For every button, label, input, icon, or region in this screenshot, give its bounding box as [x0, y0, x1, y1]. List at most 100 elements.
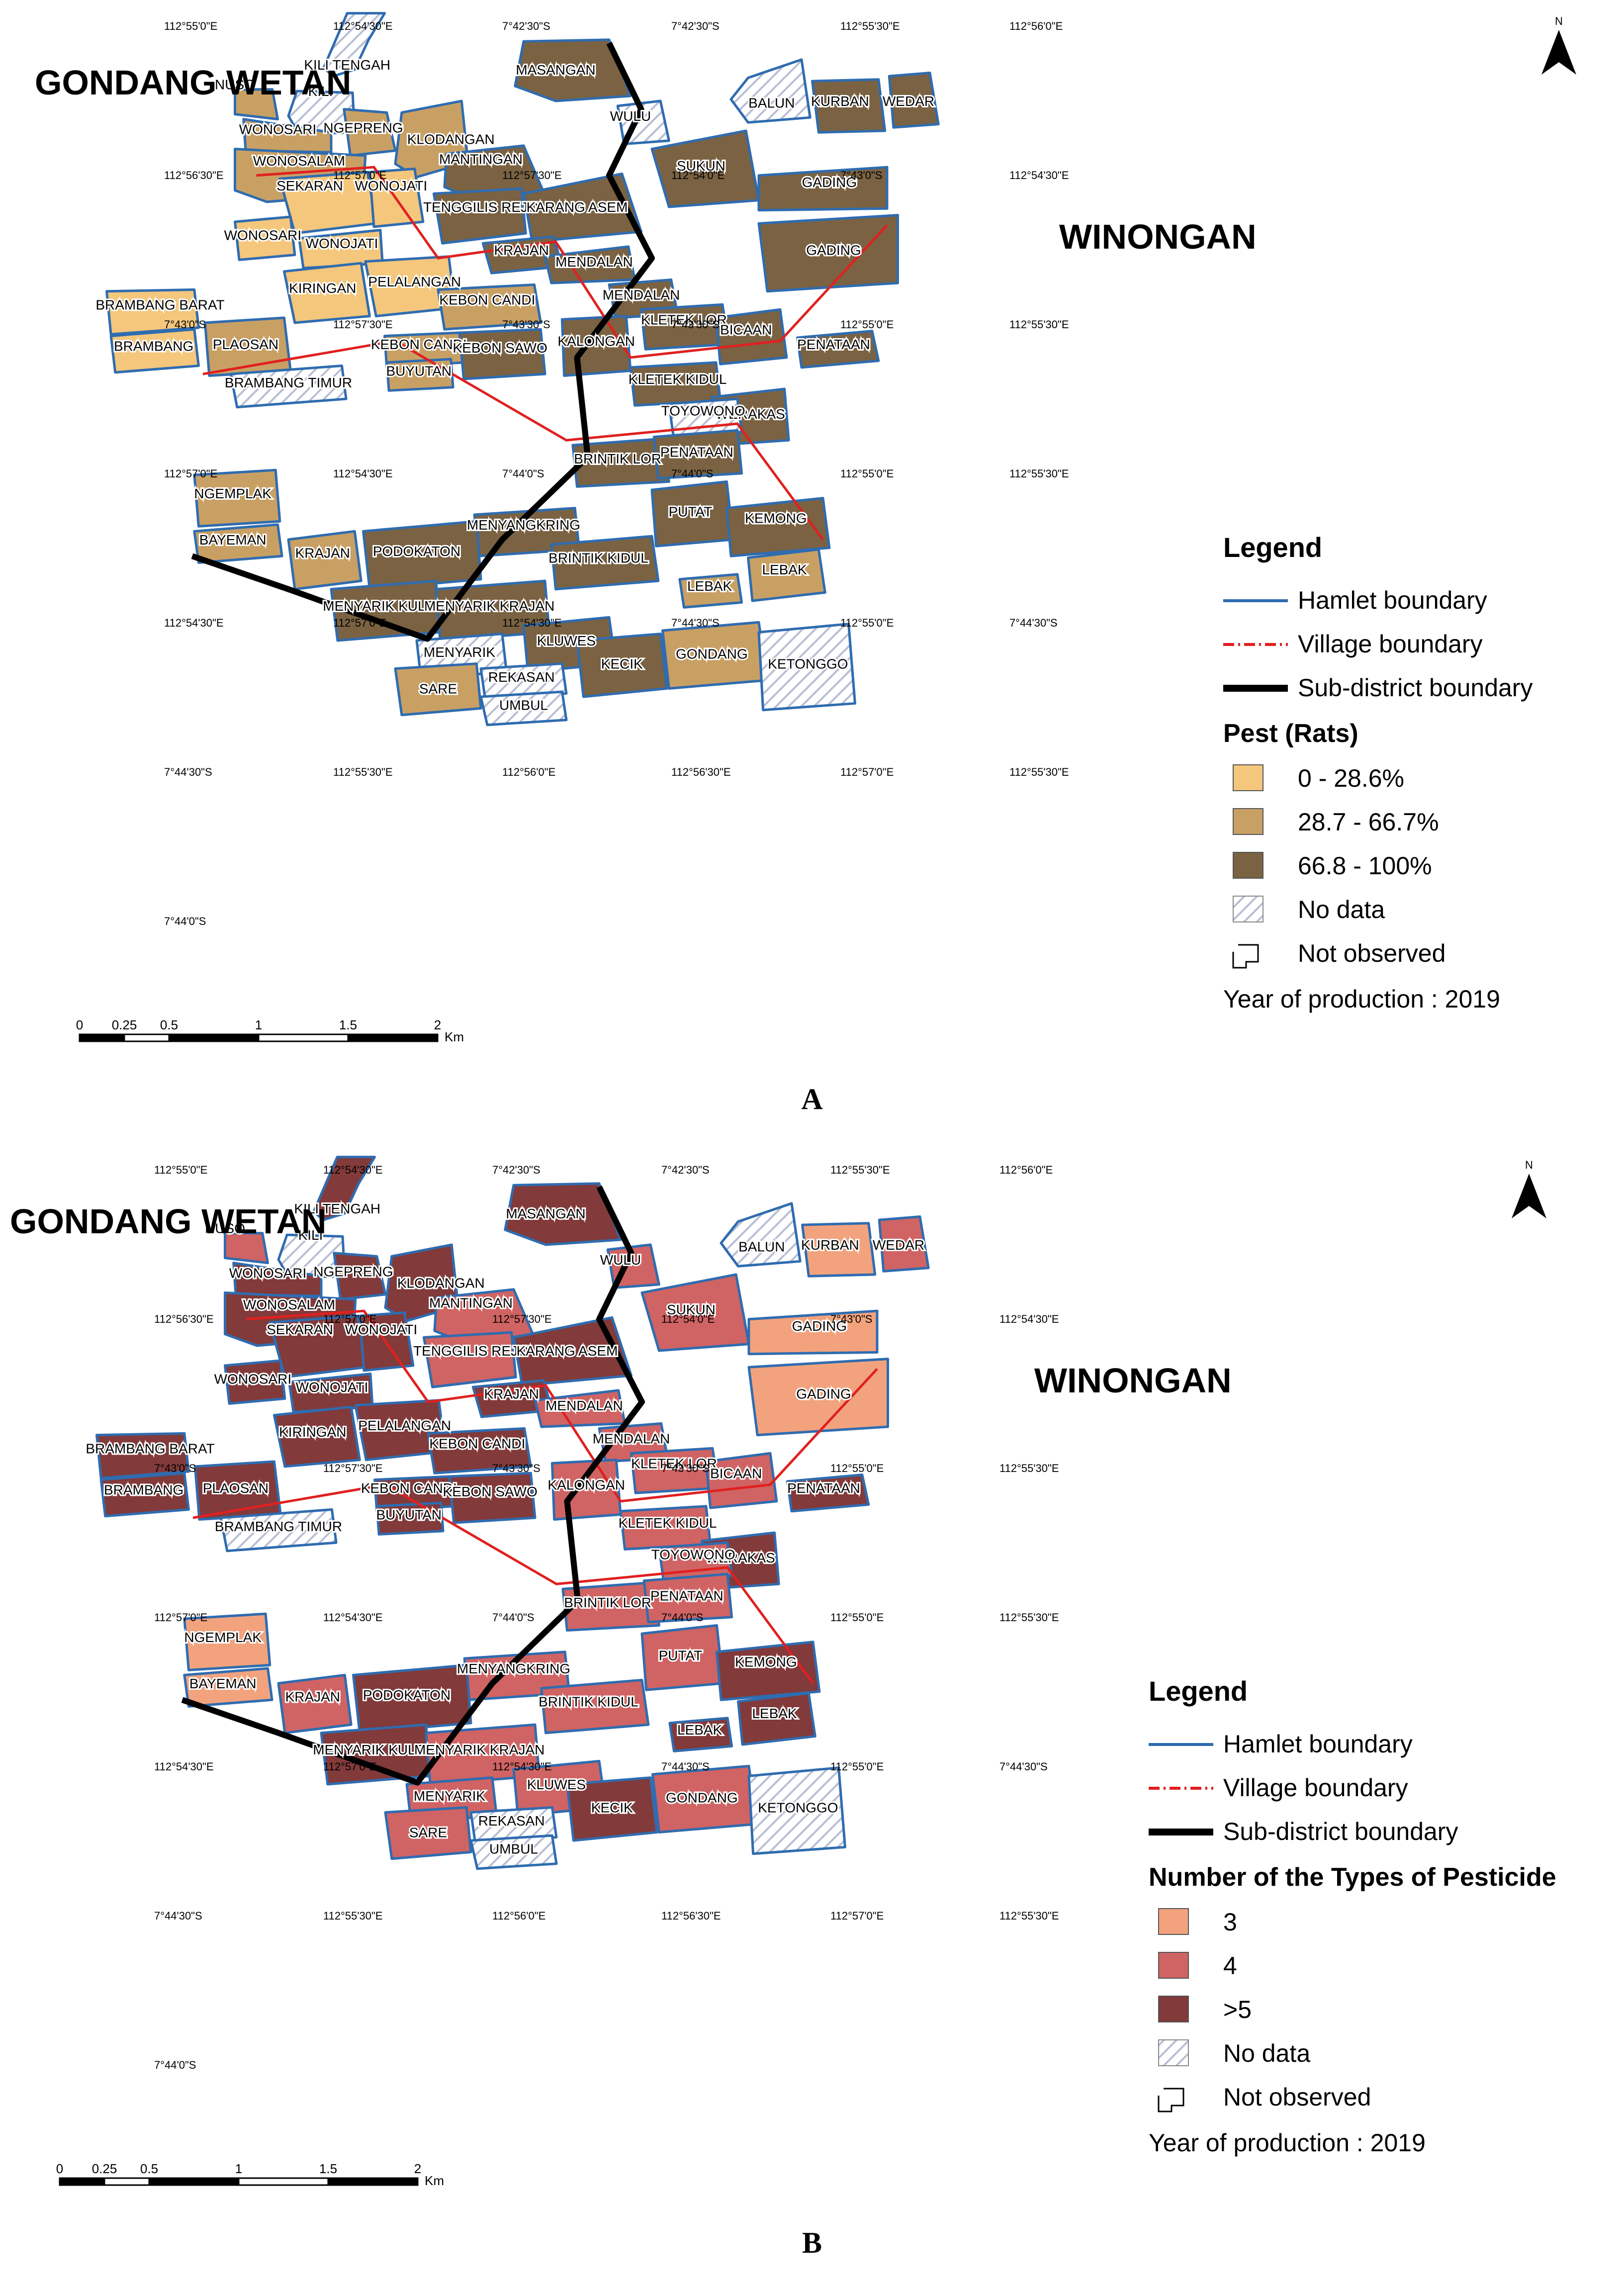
- north-arrow-icon: N: [1512, 1159, 1546, 1218]
- legend: Legend Hamlet boundary Village boundary Sub…: [1149, 1675, 1556, 2157]
- coordinate-label: 112°56'0"E: [492, 1910, 545, 1922]
- scale-tick-label: 1: [235, 2161, 242, 2176]
- village-area: [720, 1202, 802, 1268]
- village-label: KEBON CANDI: [361, 1480, 457, 1496]
- village-label: KLUWES: [537, 633, 596, 648]
- village-label: UMBUL: [489, 1841, 538, 1857]
- coordinate-label: 112°55'30"E: [999, 1910, 1059, 1922]
- village-area: [109, 328, 200, 374]
- coordinate-label: 112°54'30"E: [323, 1164, 383, 1176]
- village-area: [550, 535, 660, 591]
- village-label: MENDALAN: [603, 287, 680, 302]
- village-label: KETONGGO: [768, 656, 848, 672]
- village-label: BRINTIK LOR: [574, 451, 661, 466]
- class-swatch: [1233, 764, 1263, 791]
- village-label: TENGGILIS REJO: [423, 199, 539, 215]
- coordinate-label: 112°54'30"E: [333, 467, 393, 480]
- village-area: [811, 78, 887, 134]
- village-label: GADING: [796, 1386, 851, 1402]
- coordinate-label: 112°57'30"E: [323, 1462, 383, 1474]
- coordinate-label: 7°44'0"S: [164, 915, 206, 927]
- coordinate-label: 112°55'0"E: [840, 318, 894, 331]
- coordinate-label: 7°42'30"S: [502, 20, 550, 32]
- coordinate-label: 112°57'0"E: [154, 1611, 207, 1624]
- village-label: KEMONG: [735, 1654, 797, 1670]
- coordinate-label: 7°44'30"S: [1009, 617, 1058, 629]
- village-label: SEKARAN: [276, 178, 343, 193]
- legend-year: Year of production : 2019: [1223, 985, 1500, 1013]
- village-area: [234, 215, 296, 262]
- scale-tick-label: 0: [56, 2161, 63, 2176]
- village-label: WONOSARI: [229, 1266, 307, 1281]
- village-label: MENDALAN: [593, 1431, 670, 1446]
- village-label: MENYARIK: [424, 644, 495, 660]
- village-area: [801, 1222, 877, 1278]
- coordinate-label: 112°54'30"E: [333, 20, 393, 32]
- village-label: KEBON CANDI: [439, 292, 535, 307]
- scale-tick-label: 1: [255, 1017, 262, 1032]
- village-label: WERAKAS: [716, 406, 785, 422]
- village-label: GONDANG: [676, 646, 748, 662]
- village-label: TOYOWONO: [661, 403, 745, 418]
- panel-letter: A: [801, 1083, 822, 1115]
- village-label: LEBAK: [752, 1706, 797, 1721]
- village-label: BALUN: [748, 95, 795, 110]
- village-area: [272, 1405, 361, 1468]
- village-area: [287, 530, 362, 591]
- village-label: BRAMBANG BARAT: [86, 1441, 214, 1456]
- coordinate-label: 7°43'30"S: [661, 1462, 710, 1474]
- village-label: BRINTIK KIDUL: [539, 1694, 638, 1710]
- village-area: [362, 520, 482, 591]
- village-area: [352, 1663, 472, 1735]
- coordinate-label: 112°55'30"E: [999, 1611, 1059, 1624]
- village-area: [232, 1262, 323, 1297]
- village-area: [394, 662, 482, 717]
- village-label: MENYARIK KRAJAN: [424, 598, 554, 614]
- village-label: KURBAN: [811, 93, 869, 109]
- legend-no-data: No data: [1223, 2039, 1310, 2067]
- village-label: NGEPRENG: [313, 1264, 393, 1279]
- coordinate-label: 112°55'0"E: [830, 1611, 884, 1624]
- village-label: WONOJATI: [296, 1379, 368, 1395]
- village-label: KEBON SAWO: [443, 1484, 538, 1499]
- coordinate-label: 112°55'0"E: [154, 1164, 207, 1176]
- village-label: PODOKATON: [363, 1687, 451, 1703]
- village-area: [796, 330, 880, 369]
- coordinate-label: 7°43'30"S: [502, 318, 550, 331]
- village-area: [277, 1673, 353, 1735]
- village-area: [105, 288, 200, 336]
- coordinate-label: 7°44'30"S: [154, 1910, 202, 1922]
- village-area: [193, 523, 283, 564]
- village-label: KEBON CANDI: [371, 337, 467, 352]
- legend-subdistrict: Sub-district boundary: [1223, 1818, 1458, 1845]
- not-observed-swatch: [1158, 2088, 1184, 2112]
- class-swatch: [1233, 808, 1263, 835]
- legend-class-label: 0 - 28.6%: [1298, 764, 1404, 792]
- village-label: SUKUN: [667, 1302, 716, 1317]
- village-label: NUSO: [205, 1221, 245, 1236]
- coordinate-label: 7°42'30"S: [671, 20, 720, 32]
- village-area: [282, 262, 371, 324]
- coordinate-label: 7°43'0"S: [154, 1462, 196, 1474]
- legend-hamlet: Hamlet boundary: [1223, 1730, 1413, 1758]
- village-label: KLETEK LOR: [641, 312, 727, 327]
- village-label: WEDAR: [883, 93, 934, 109]
- scale-unit: Km: [445, 1029, 464, 1044]
- coordinate-label: 112°57'30"E: [333, 318, 393, 331]
- coordinate-label: 7°43'0"S: [840, 169, 882, 182]
- coordinate-label: 112°56'0"E: [502, 766, 555, 778]
- scale-tick-label: 0.25: [92, 2161, 117, 2176]
- village-area: [183, 1612, 271, 1671]
- village-area: [540, 1678, 650, 1735]
- village-area: [737, 1692, 816, 1746]
- village-label: BRAMBANG TIMUR: [215, 1519, 342, 1534]
- village-label: KLETEK KIDUL: [619, 1515, 717, 1531]
- village-label: MANTINGAN: [439, 152, 523, 167]
- village-label: MENYANGKRING: [457, 1661, 570, 1676]
- village-label: KILI: [308, 84, 333, 99]
- village-label: WERAKAS: [706, 1550, 775, 1565]
- village-label: WONOJATI: [345, 1322, 418, 1337]
- village-label: NGEMPLAK: [184, 1630, 262, 1645]
- village-area: [479, 662, 568, 700]
- village-label: SARE: [419, 681, 457, 696]
